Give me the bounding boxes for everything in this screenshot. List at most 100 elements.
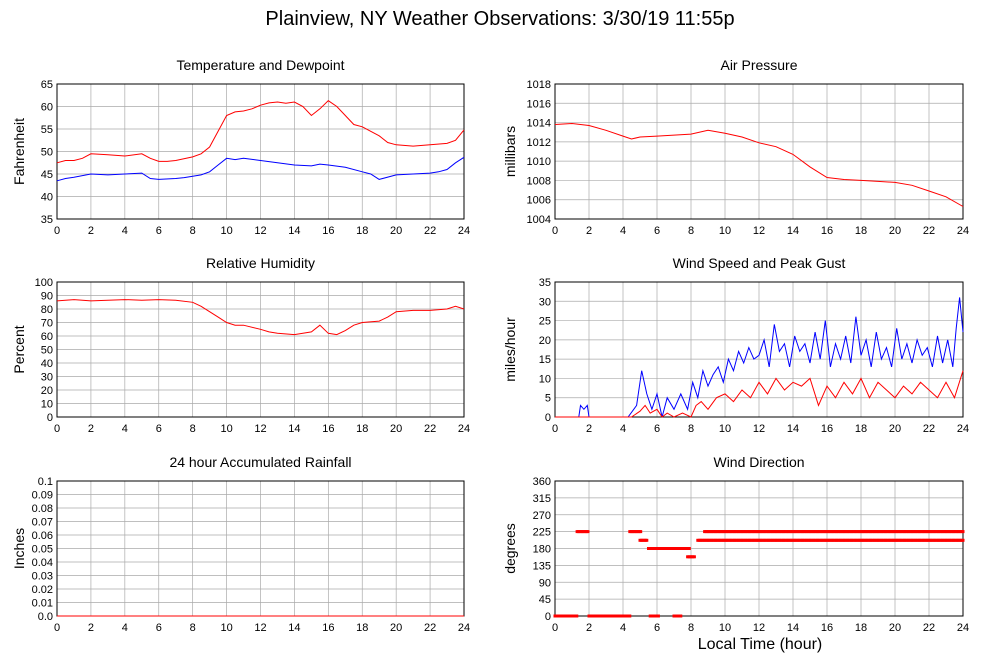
x-tick-label: 4 — [620, 622, 626, 634]
x-tick-label: 14 — [288, 622, 300, 634]
direction-dot — [692, 555, 696, 559]
x-tick-label: 6 — [654, 225, 660, 237]
x-tick-label: 18 — [855, 423, 867, 435]
x-tick-label: 20 — [889, 225, 901, 237]
direction-dot — [639, 530, 643, 534]
y-tick-label: 90 — [539, 577, 551, 589]
y-tick-label: 45 — [539, 594, 551, 606]
y-tick-label: 1010 — [527, 156, 551, 168]
x-tick-label: 0 — [54, 622, 60, 634]
y-tick-label: 0.1 — [38, 476, 53, 488]
x-tick-label: 6 — [156, 225, 162, 237]
y-axis-label: Inches — [11, 528, 27, 569]
plot-frame — [56, 83, 465, 220]
x-tick-label: 18 — [356, 622, 368, 634]
chart-title: Air Pressure — [720, 57, 797, 73]
y-tick-label: 1018 — [527, 79, 551, 91]
x-tick-label: 6 — [156, 423, 162, 435]
x-axis-label: Local Time (hour) — [697, 636, 823, 653]
x-tick-label: 6 — [156, 622, 162, 634]
x-tick-label: 2 — [586, 225, 592, 237]
y-tick-label: 1014 — [527, 118, 551, 130]
x-tick-label: 22 — [424, 622, 436, 634]
direction-dot — [575, 614, 579, 618]
series-line — [554, 122, 964, 207]
y-tick-label: 30 — [539, 296, 551, 308]
x-tick-label: 16 — [322, 622, 334, 634]
y-tick-label: 35 — [41, 214, 53, 226]
y-tick-label: 315 — [533, 493, 551, 505]
x-tick-label: 24 — [458, 225, 470, 237]
x-tick-label: 14 — [787, 423, 799, 435]
series-line — [56, 100, 465, 164]
x-tick-label: 20 — [390, 622, 402, 634]
y-tick-label: 1004 — [527, 214, 551, 226]
x-tick-label: 10 — [719, 423, 731, 435]
x-tick-label: 10 — [719, 225, 731, 237]
x-tick-label: 22 — [923, 423, 935, 435]
x-tick-label: 4 — [122, 423, 128, 435]
x-tick-label: 4 — [122, 622, 128, 634]
y-tick-label: 0.02 — [32, 584, 53, 596]
x-tick-label: 4 — [122, 225, 128, 237]
x-tick-label: 6 — [654, 423, 660, 435]
plot-frame — [554, 83, 964, 220]
x-tick-label: 16 — [322, 423, 334, 435]
direction-dot — [961, 538, 965, 542]
y-tick-label: 1006 — [527, 195, 551, 207]
x-tick-label: 0 — [54, 225, 60, 237]
x-tick-label: 22 — [424, 423, 436, 435]
x-tick-label: 14 — [787, 622, 799, 634]
x-tick-label: 12 — [254, 225, 266, 237]
y-axis-label: miles/hour — [502, 317, 518, 382]
x-tick-label: 18 — [855, 225, 867, 237]
y-tick-label: 50 — [41, 345, 53, 357]
direction-dot — [656, 614, 660, 618]
direction-dot-run — [587, 614, 632, 618]
x-tick-label: 16 — [821, 423, 833, 435]
y-tick-label: 20 — [539, 335, 551, 347]
x-tick-label: 4 — [620, 225, 626, 237]
direction-dot-run — [696, 538, 965, 542]
x-tick-label: 2 — [88, 423, 94, 435]
y-tick-label: 225 — [533, 527, 551, 539]
x-tick-label: 8 — [190, 225, 196, 237]
y-tick-label: 1016 — [527, 98, 551, 110]
x-tick-label: 14 — [288, 423, 300, 435]
y-tick-label: 0.05 — [32, 544, 53, 556]
y-tick-label: 0 — [545, 611, 551, 623]
x-tick-label: 24 — [957, 423, 969, 435]
y-tick-label: 60 — [41, 102, 53, 114]
x-tick-label: 12 — [753, 225, 765, 237]
direction-dot-run — [648, 614, 660, 618]
x-tick-label: 24 — [957, 225, 969, 237]
direction-dot-run — [686, 555, 696, 559]
series-line — [56, 299, 465, 336]
y-tick-label: 360 — [533, 476, 551, 488]
y-tick-label: 70 — [41, 318, 53, 330]
direction-dot-run — [575, 530, 590, 534]
y-tick-label: 0.07 — [32, 517, 53, 529]
y-tick-label: 5 — [545, 393, 551, 405]
y-tick-label: 1008 — [527, 175, 551, 187]
x-tick-label: 12 — [254, 622, 266, 634]
y-tick-label: 15 — [539, 354, 551, 366]
x-tick-label: 18 — [855, 622, 867, 634]
y-tick-label: 10 — [41, 399, 53, 411]
y-tick-label: 135 — [533, 560, 551, 572]
y-tick-label: 60 — [41, 331, 53, 343]
x-tick-label: 2 — [586, 622, 592, 634]
x-tick-label: 4 — [620, 423, 626, 435]
x-tick-label: 20 — [390, 423, 402, 435]
x-tick-label: 0 — [54, 423, 60, 435]
y-tick-label: 55 — [41, 124, 53, 136]
plot-frame — [56, 281, 465, 418]
x-tick-label: 0 — [552, 622, 558, 634]
y-tick-label: 90 — [41, 291, 53, 303]
direction-dot-run — [647, 547, 691, 550]
